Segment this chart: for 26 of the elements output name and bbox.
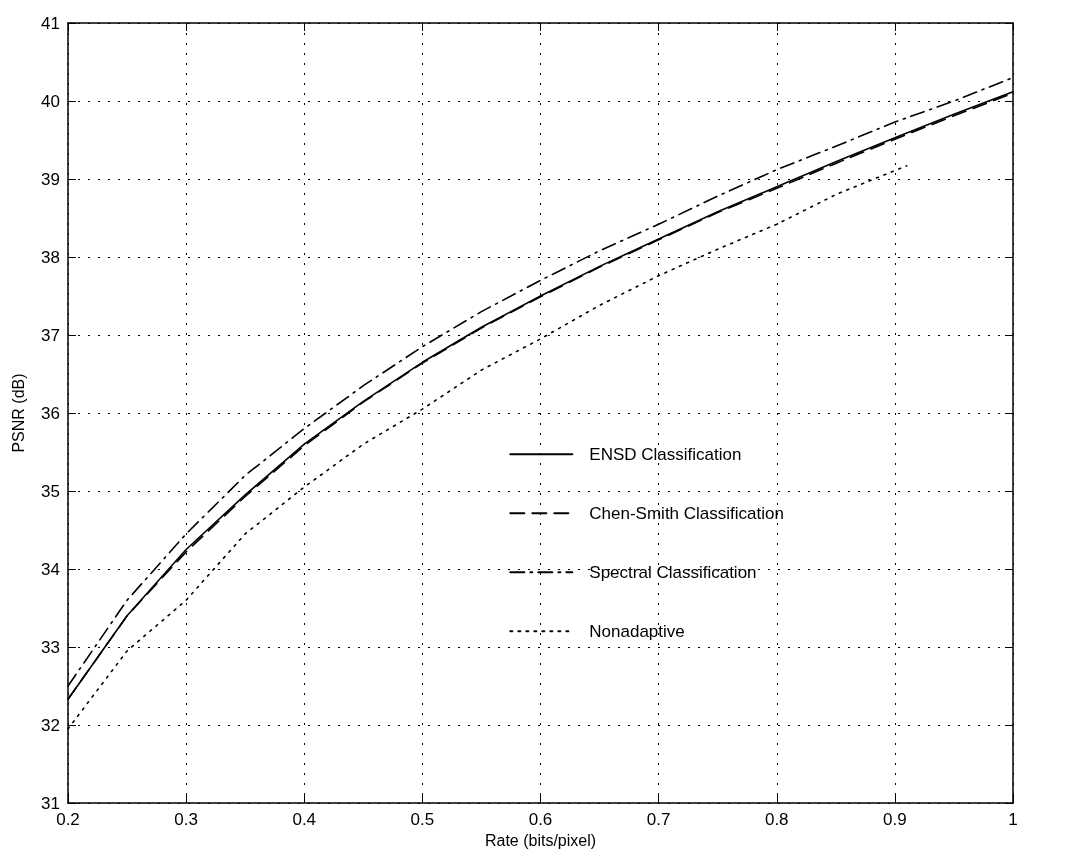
y-tick-label: 31 [41,793,60,813]
y-tick-label: 39 [41,169,60,189]
legend-label: ENSD Classification [589,444,742,464]
y-tick-label: 32 [41,715,60,735]
x-tick-label: 0.6 [528,810,553,829]
y-tick-label: 40 [41,91,60,111]
legend-label: Chen-Smith Classification [589,503,784,523]
x-tick-label: 0.9 [883,810,907,829]
x-tick-label: 0.7 [646,810,671,829]
legend-label: Spectral Classification [589,562,757,582]
y-tick-label: 37 [41,325,60,345]
y-axis-title: PSNR (dB) [9,373,27,453]
y-tick-label: 34 [41,559,60,579]
x-tick-label: 0.8 [764,810,789,829]
x-tick-label: 1 [1008,810,1018,829]
x-tick-label: 0.4 [292,810,317,829]
legend-label: Nonadaptive [589,621,685,641]
x-tick-label: 0.5 [410,810,435,829]
x-tick-label: 0.3 [174,810,198,829]
y-tick-label: 38 [41,247,60,267]
y-tick-label: 33 [41,637,60,657]
y-tick-label: 41 [41,13,60,33]
y-tick-label: 35 [41,481,60,501]
y-tick-label: 36 [41,403,60,423]
x-axis-title: Rate (bits/pixel) [484,832,597,850]
x-tick-label: 0.2 [56,810,80,829]
